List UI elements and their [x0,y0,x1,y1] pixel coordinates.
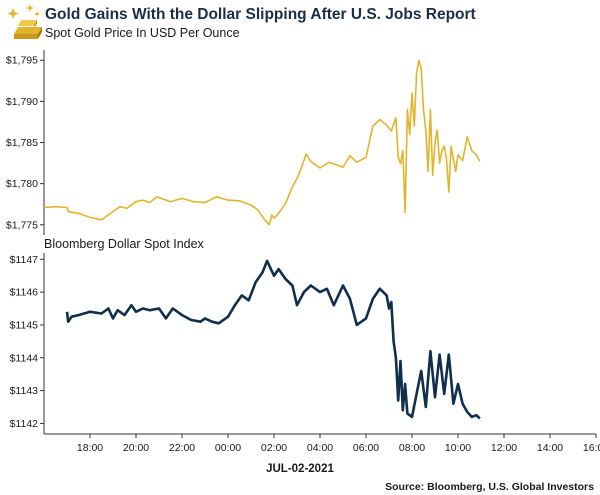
source-note: Source: Bloomberg, U.S. Global Investors [385,481,594,493]
x-tick-label: 06:00 [353,442,379,454]
gold-price-series-line [43,59,481,226]
gold-y-tick-label: $1,775 [6,219,38,231]
gold-y-tick-label: $1,790 [6,96,38,108]
chart-title: Gold Gains With the Dollar Slipping Afte… [45,6,476,23]
x-tick-label: 20:00 [123,442,149,454]
dollar-index-series-line [65,259,481,420]
x-tick-label: 10:00 [445,442,471,454]
chart-subtitle: Spot Gold Price In USD Per Ounce [45,26,240,40]
source-label: Source: [385,481,424,493]
dollar-y-tick-label: $1144 [10,352,39,364]
dollar-y-tick-label: $1143 [10,385,39,397]
x-tick-label: 22:00 [169,442,195,454]
dollar-y-tick-label: $1145 [10,319,39,331]
dollar-panel-title: Bloomberg Dollar Spot Index [44,237,205,251]
gold-y-tick-label: $1,795 [6,55,38,67]
gold-price-panel: $1,775 $1,780 $1,785 $1,790 $1,795 [6,50,481,235]
x-tick-label: 16:00 [583,442,600,454]
x-tick-label: 14:00 [537,442,563,454]
gold-y-tick-label: $1,780 [6,178,38,190]
x-tick-label: 12:00 [491,442,517,454]
x-tick-label: 00:00 [215,442,241,454]
gold-y-ticks: $1,775 $1,780 $1,785 $1,790 $1,795 [6,55,44,231]
x-ticks: 18:00 20:00 22:00 00:00 02:00 04:00 06:00 08:00… [77,434,600,454]
dollar-y-tick-label: $1142 [10,418,39,430]
dollar-y-tick-label: $1146 [10,287,39,299]
gold-y-tick-label: $1,785 [6,137,38,149]
x-tick-label: 18:00 [77,442,103,454]
dollar-y-ticks: $1142 $1143 $1144 $1145 $1146 $1147 [10,254,44,430]
x-tick-label: 04:00 [307,442,333,454]
source-text: Bloomberg, U.S. Global Investors [427,481,594,493]
date-label: JUL-02-2021 [266,463,334,475]
x-tick-label: 08:00 [399,442,425,454]
dollar-y-tick-label: $1147 [10,254,39,266]
gold-bars-sparkle-icon [7,4,42,39]
dollar-index-panel: $1142 $1143 $1144 $1145 $1146 $1147 18:00 20:0… [10,253,600,454]
x-tick-label: 02:00 [261,442,287,454]
